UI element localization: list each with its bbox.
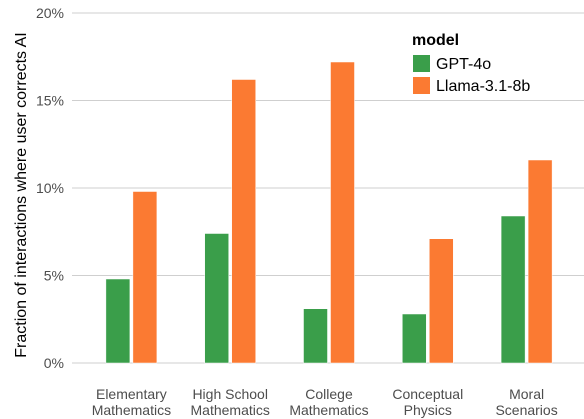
x-tick-label-line: Mathematics — [191, 402, 270, 418]
legend: model GPT-4o Llama-3.1-8b — [412, 32, 530, 95]
x-tick-label: High School Mathematics — [191, 386, 270, 418]
x-tick-label-line: Physics — [404, 402, 452, 418]
x-tick-label-line: Conceptual — [392, 386, 463, 402]
bar-gpt-4o-3 — [402, 313, 427, 364]
x-tick-label-line: College — [305, 386, 353, 402]
bar-gpt-4o-0 — [105, 278, 131, 364]
x-tick-label-line: Scenarios — [495, 402, 557, 418]
gridlines — [72, 12, 584, 364]
bar-llama-3-1-8b-0 — [132, 191, 158, 364]
bar-llama-3-1-8b-3 — [429, 238, 454, 364]
bars — [105, 61, 553, 364]
x-tick-label: College Mathematics — [289, 386, 368, 418]
y-tick-label: 15% — [36, 93, 64, 109]
x-tick-label: Elementary Mathematics — [92, 386, 171, 418]
legend-label: GPT-4o — [436, 56, 491, 73]
bar-gpt-4o-2 — [303, 308, 328, 364]
legend-title: model — [412, 32, 459, 49]
y-axis-title: Fraction of interactions where user corr… — [13, 32, 30, 357]
x-tick-label: Moral Scenarios — [495, 386, 557, 418]
bar-gpt-4o-4 — [500, 215, 526, 364]
x-tick-label-line: Elementary — [96, 386, 167, 402]
bar-llama-3-1-8b-2 — [330, 61, 355, 364]
legend-swatch-llama-3-1-8b — [413, 77, 430, 94]
x-tick-label-line: Mathematics — [92, 402, 171, 418]
x-tick-label-line: High School — [192, 386, 268, 402]
y-tick-label: 5% — [44, 268, 64, 284]
y-tick-label: 0% — [44, 355, 64, 371]
bar-llama-3-1-8b-4 — [527, 159, 553, 364]
legend-label: Llama-3.1-8b — [436, 78, 530, 95]
y-tick-label: 10% — [36, 180, 64, 196]
bar-gpt-4o-1 — [204, 233, 229, 364]
x-tick-label: Conceptual Physics — [392, 386, 463, 418]
bar-llama-3-1-8b-1 — [231, 79, 256, 364]
y-tick-label: 20% — [36, 5, 64, 21]
x-tick-label-line: Moral — [509, 386, 544, 402]
y-tick-labels: 0% 5% 10% 15% 20% — [36, 5, 64, 371]
x-tick-label-line: Mathematics — [289, 402, 368, 418]
legend-swatch-gpt-4o — [413, 55, 430, 72]
